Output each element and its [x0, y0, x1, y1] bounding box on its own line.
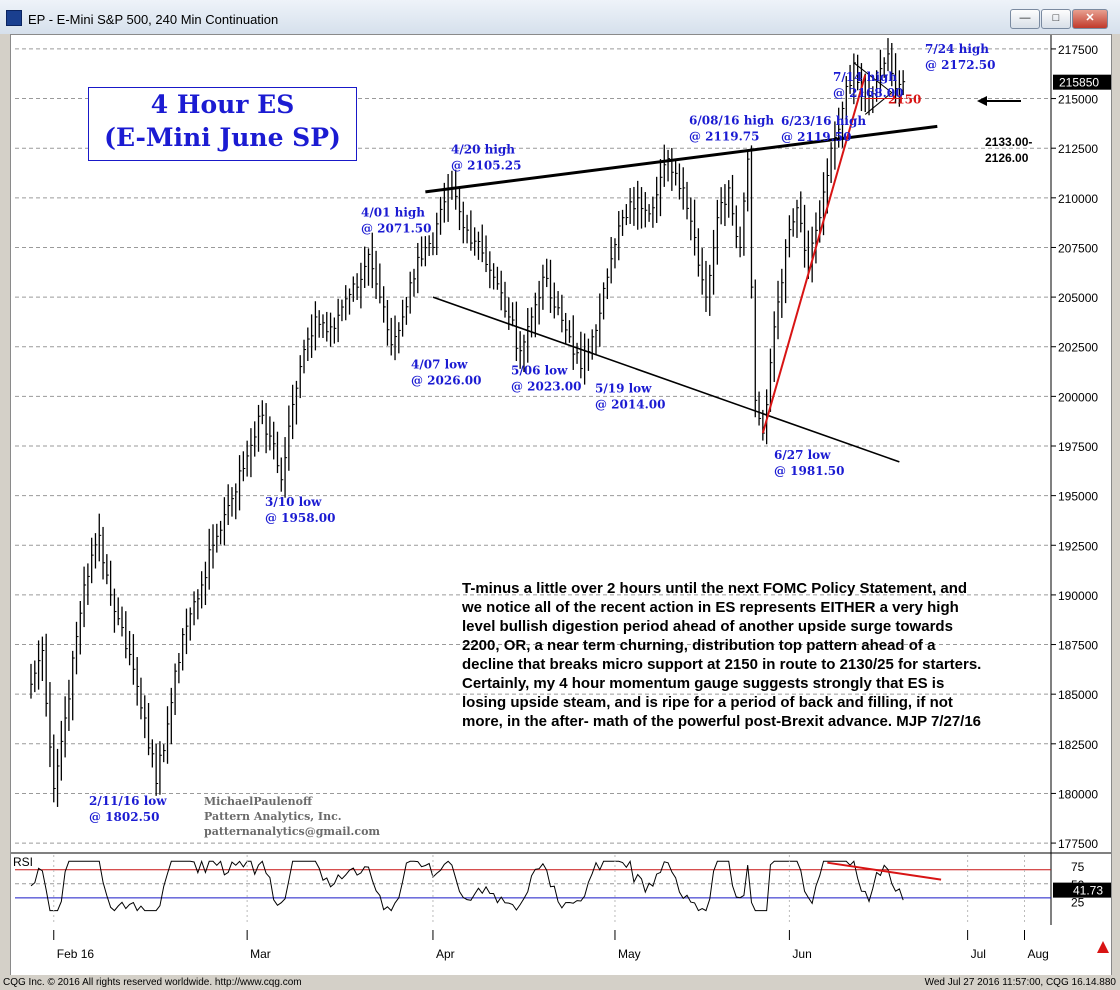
- time-tick-label: Apr: [436, 947, 455, 961]
- credit-name: MichaelPaulenoff: [204, 795, 312, 808]
- upper-trendline: [425, 124, 938, 194]
- rsi-label: RSI: [13, 855, 33, 869]
- price-chart[interactable]: 217500 215000 212500 210000 207500 205000 2025…: [11, 35, 1111, 976]
- price-tick-label: 187500: [1058, 639, 1098, 653]
- rsi-tick-label: 25: [1071, 895, 1085, 909]
- price-tick-label: 180000: [1058, 787, 1098, 801]
- chart-area[interactable]: 217500 215000 212500 210000 207500 205000 2025…: [10, 34, 1112, 977]
- price-tick-label: 190000: [1058, 589, 1098, 603]
- pivot-annotation-price: @ 2119.50: [781, 130, 851, 144]
- rsi-divergence-line: [827, 861, 942, 881]
- pivot-annotation-date: 6/23/16 high: [781, 114, 866, 128]
- price-tick-label: 217500: [1058, 43, 1098, 57]
- commentary-text: T-minus a little over 2 hours until the …: [462, 580, 982, 730]
- pivot-annotation-date: 4/07 low: [411, 358, 468, 372]
- price-tick-label: 195000: [1058, 490, 1098, 504]
- window-title: EP - E-Mini S&P 500, 240 Min Continuatio…: [28, 12, 279, 27]
- rsi-tick-label: 75: [1071, 860, 1085, 874]
- pivot-annotation-date: 2/11/16 low: [89, 794, 167, 808]
- arrowhead-icon: [977, 96, 987, 106]
- chart-title-box: 4 Hour ES (E-Mini June SP): [88, 87, 357, 161]
- price-tick-label: 215000: [1058, 93, 1098, 107]
- price-tick-label: 202500: [1058, 341, 1098, 355]
- author-credit: MichaelPaulenoff Pattern Analytics, Inc.…: [204, 794, 380, 839]
- chart-subtitle: (E-Mini June SP): [104, 123, 341, 152]
- pivot-annotation-date: 6/27 low: [774, 448, 831, 462]
- pivot-annotation-price: @ 2168.00: [833, 86, 903, 100]
- pivot-annotation-price: @ 1958.00: [265, 511, 335, 525]
- pivot-annotation-price: @ 2105.25: [451, 158, 521, 172]
- price-tick-label: 182500: [1058, 738, 1098, 752]
- app-chart-icon: [6, 10, 22, 26]
- time-tick-label: May: [618, 947, 641, 961]
- last-price-box: [1053, 74, 1111, 90]
- price-tick-label: 200000: [1058, 390, 1098, 404]
- pivot-annotation-date: 5/06 low: [511, 364, 568, 378]
- pivot-annotation-price: @ 1802.50: [89, 810, 159, 824]
- scroll-indicator-icon: [1097, 941, 1109, 953]
- maximize-button[interactable]: □: [1041, 9, 1071, 29]
- price-tick-label: 177500: [1058, 837, 1098, 851]
- pivot-annotation-price: @ 1981.50: [774, 464, 844, 478]
- pivot-annotation-date: 4/01 high: [361, 205, 425, 219]
- resistance-label-line2: 2126.00: [985, 151, 1029, 165]
- window-titlebar: EP - E-Mini S&P 500, 240 Min Continuatio…: [0, 0, 1120, 34]
- red-uptrend-line: [761, 74, 867, 434]
- resistance-label-line1: 2133.00-: [985, 135, 1032, 149]
- pivot-annotation-date: 7/24 high: [925, 42, 989, 56]
- pivot-annotation-price: @ 2071.50: [361, 221, 431, 235]
- pivot-annotation-price: @ 2026.00: [411, 374, 481, 388]
- price-tick-label: 185000: [1058, 688, 1098, 702]
- last-price-label: 215850: [1059, 76, 1099, 90]
- price-bars: [30, 38, 906, 807]
- price-tick-label: 210000: [1058, 192, 1098, 206]
- chart-title: 4 Hour ES: [150, 90, 295, 119]
- price-tick-label: 197500: [1058, 440, 1098, 454]
- time-tick-label: Jul: [971, 947, 986, 961]
- pivot-annotation-date: 4/20 high: [451, 142, 515, 156]
- price-tick-label: 212500: [1058, 142, 1098, 156]
- pivot-annotation-price: @ 2119.75: [689, 130, 759, 144]
- pivot-annotation-price: @ 2014.00: [595, 398, 665, 412]
- rsi-last-box: [1053, 882, 1111, 898]
- rsi-last-value: 41.73: [1073, 884, 1103, 898]
- time-tick-label: Aug: [1028, 947, 1049, 961]
- time-tick-label: Mar: [250, 947, 271, 961]
- time-tick-label: Jun: [792, 947, 811, 961]
- pivot-annotation-price: @ 2172.50: [925, 58, 995, 72]
- price-tick-label: 192500: [1058, 539, 1098, 553]
- minimize-button[interactable]: —: [1010, 9, 1040, 29]
- credit-email: patternanalytics@gmail.com: [204, 825, 381, 838]
- pivot-annotation-date: 7/14 high: [833, 70, 897, 84]
- status-bar: CQG Inc. © 2016 All rights reserved worl…: [0, 975, 1120, 990]
- triangle-pattern: [853, 62, 893, 115]
- credit-company: Pattern Analytics, Inc.: [204, 810, 342, 823]
- pivot-annotation-price: @ 2023.00: [511, 380, 581, 394]
- rsi-line: [30, 859, 904, 912]
- pivot-annotation-date: 6/08/16 high: [689, 114, 774, 128]
- lower-trendline: [432, 296, 900, 463]
- price-tick-label: 207500: [1058, 241, 1098, 255]
- pivot-annotation-date: 5/19 low: [595, 382, 652, 396]
- support-level-label: 2150: [888, 93, 921, 107]
- price-tick-label: 205000: [1058, 291, 1098, 305]
- time-tick-label: Feb 16: [57, 947, 95, 961]
- status-copyright: CQG Inc. © 2016 All rights reserved worl…: [3, 977, 302, 988]
- pivot-annotation-date: 3/10 low: [265, 495, 322, 509]
- close-button[interactable]: ✕: [1072, 9, 1108, 29]
- status-timestamp: Wed Jul 27 2016 11:57:00, CQG 16.14.880: [924, 977, 1116, 988]
